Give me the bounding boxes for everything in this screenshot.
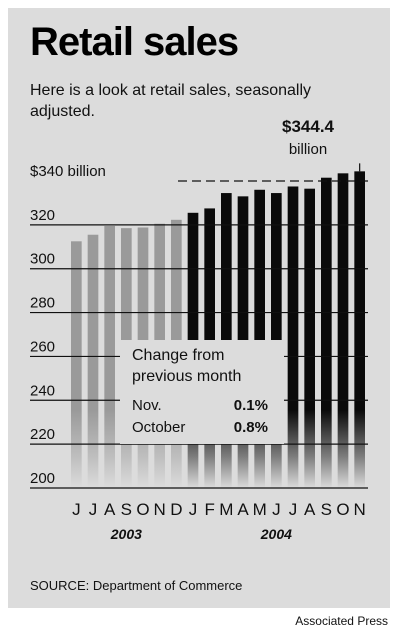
bar-j-13 — [287, 186, 299, 489]
change-box — [120, 340, 284, 444]
year-label-2004: 2004 — [260, 526, 292, 542]
chart-subtitle: Here is a look at retail sales, seasonal… — [30, 82, 312, 120]
x-tick-label: N — [354, 500, 366, 519]
change-box-title: Change from — [132, 347, 225, 364]
bar-m-11 — [254, 189, 265, 488]
bar-j-1 — [87, 234, 99, 488]
x-tick-label: J — [89, 500, 98, 519]
year-label-2003: 2003 — [110, 526, 142, 542]
x-tick-label: N — [154, 500, 166, 519]
bar-a-14 — [304, 188, 315, 488]
x-tick-label: J — [289, 500, 298, 519]
x-tick-label: J — [189, 500, 198, 519]
x-tick-label: O — [336, 500, 349, 519]
x-tick-label: M — [219, 500, 233, 519]
bar-j-0 — [71, 241, 82, 488]
bar-o-16 — [337, 173, 349, 488]
x-tick-label: J — [272, 500, 281, 519]
y-tick-label: 300 — [30, 251, 55, 268]
y-tick-label: 240 — [30, 382, 55, 399]
x-tick-label: M — [253, 500, 267, 519]
chart-title: Retail sales — [30, 20, 239, 64]
change-box-title-2: previous month — [132, 368, 241, 385]
y-tick-label: 280 — [30, 295, 55, 312]
x-tick-label: A — [237, 500, 249, 519]
x-tick-label: S — [121, 500, 132, 519]
change-row-label: October — [132, 419, 185, 436]
x-tick-label: F — [204, 500, 214, 519]
change-row-value: 0.8% — [234, 419, 268, 436]
x-tick-label: A — [304, 500, 316, 519]
last-value-unit: billion — [289, 141, 327, 158]
bar-n-17 — [354, 171, 365, 488]
last-value-label: $344.4 — [282, 117, 335, 136]
y-tick-label: 260 — [30, 338, 55, 355]
source-note: SOURCE: Department of Commerce — [30, 578, 243, 593]
x-tick-label: O — [136, 500, 149, 519]
x-tick-label: J — [72, 500, 81, 519]
credit-line: Associated Press — [295, 614, 388, 628]
x-tick-label: A — [104, 500, 116, 519]
y-tick-label: 220 — [30, 426, 55, 443]
bar-s-15 — [321, 177, 332, 488]
x-tick-label: D — [170, 500, 182, 519]
y-tick-label: $340 billion — [30, 163, 106, 180]
change-row-label: Nov. — [132, 397, 162, 414]
x-tick-label: S — [321, 500, 332, 519]
y-tick-label: 320 — [30, 207, 55, 224]
y-tick-label: 200 — [30, 470, 55, 487]
change-row-value: 0.1% — [234, 397, 268, 414]
